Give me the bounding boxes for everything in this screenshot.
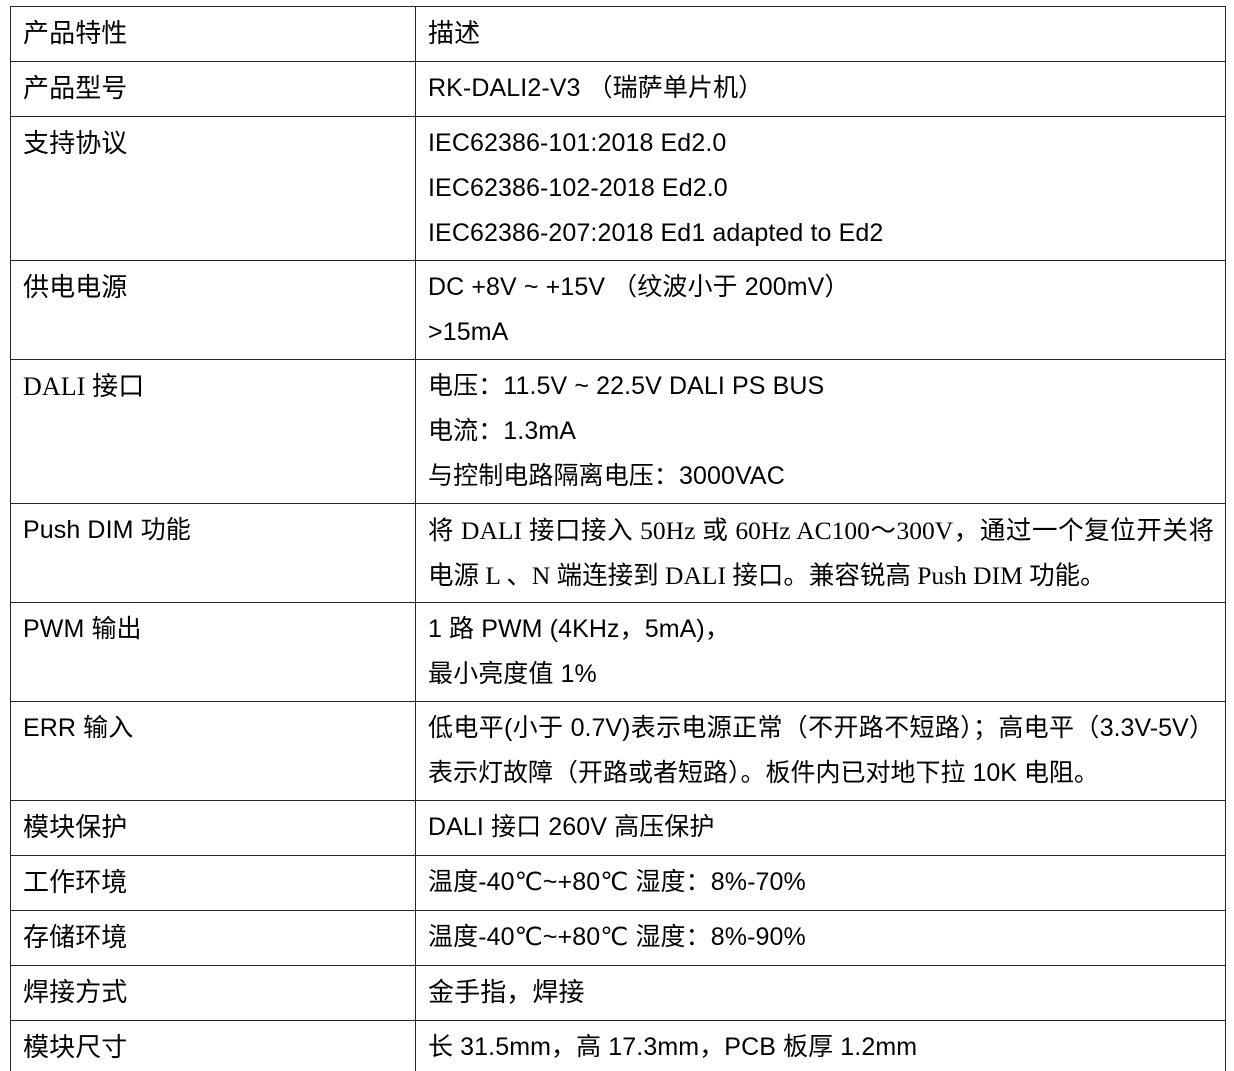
feature-label: 模块尺寸 bbox=[23, 1033, 128, 1062]
table-row: DALI 接口 电压：11.5V ~ 22.5V DALI PS BUS 电流：… bbox=[10, 359, 1226, 504]
value-line: IEC62386-207:2018 Ed1 adapted to Ed2 bbox=[428, 219, 884, 247]
header-description-label: 描述 bbox=[428, 19, 481, 48]
feature-label: 存储环境 bbox=[23, 923, 128, 952]
row-label-dali-interface: DALI 接口 bbox=[10, 359, 416, 504]
row-value-err-input: 低电平(小于 0.7V)表示电源正常（不开路不短路）；高电平（3.3V-5V）表… bbox=[415, 701, 1226, 801]
table-row: 焊接方式 金手指，焊接 bbox=[10, 965, 1226, 1021]
value-line: 温度-40℃~+80℃ 湿度：8%-70% bbox=[428, 868, 806, 896]
value-line: IEC62386-101:2018 Ed2.0 bbox=[428, 129, 727, 157]
table-row: 存储环境 温度-40℃~+80℃ 湿度：8%-90% bbox=[10, 910, 1226, 966]
row-label-power-supply: 供电电源 bbox=[10, 260, 416, 360]
row-label-module-protection: 模块保护 bbox=[10, 800, 416, 856]
feature-label: DALI 接口 bbox=[23, 372, 145, 401]
row-value-operating-environment: 温度-40℃~+80℃ 湿度：8%-70% bbox=[415, 855, 1226, 911]
row-label-supported-protocols: 支持协议 bbox=[10, 116, 416, 261]
table-row: Push DIM 功能 将 DALI 接口接入 50Hz 或 60Hz AC10… bbox=[10, 503, 1226, 603]
table-row: 模块保护 DALI 接口 260V 高压保护 bbox=[10, 800, 1226, 856]
row-value-dali-interface: 电压：11.5V ~ 22.5V DALI PS BUS 电流：1.3mA 与控… bbox=[415, 359, 1226, 504]
row-label-pwm-output: PWM 输出 bbox=[10, 602, 416, 702]
row-value-pwm-output: 1 路 PWM (4KHz，5mA)， 最小亮度值 1% bbox=[415, 602, 1226, 702]
feature-label: PWM 输出 bbox=[23, 615, 142, 643]
value-line: DC +8V ~ +15V （纹波小于 200mV） bbox=[428, 273, 850, 301]
value-line: IEC62386-102-2018 Ed2.0 bbox=[428, 174, 728, 202]
header-cell-description: 描述 bbox=[415, 6, 1226, 62]
value-line: 最小亮度值 1% bbox=[428, 660, 597, 688]
table-row: 支持协议 IEC62386-101:2018 Ed2.0 IEC62386-10… bbox=[10, 116, 1226, 261]
row-label-module-dimensions: 模块尺寸 bbox=[10, 1020, 416, 1071]
row-label-soldering-method: 焊接方式 bbox=[10, 965, 416, 1021]
row-value-module-protection: DALI 接口 260V 高压保护 bbox=[415, 800, 1226, 856]
table-row: ERR 输入 低电平(小于 0.7V)表示电源正常（不开路不短路）；高电平（3.… bbox=[10, 701, 1226, 801]
table-row: 模块尺寸 长 31.5mm，高 17.3mm，PCB 板厚 1.2mm bbox=[10, 1020, 1226, 1071]
row-label-err-input: ERR 输入 bbox=[10, 701, 416, 801]
feature-label: Push DIM 功能 bbox=[23, 516, 191, 544]
value-line: DALI 接口 260V 高压保护 bbox=[428, 813, 715, 841]
feature-label: 焊接方式 bbox=[23, 978, 128, 1007]
value-line: 电流：1.3mA bbox=[428, 417, 577, 445]
row-value-push-dim: 将 DALI 接口接入 50Hz 或 60Hz AC100～300V，通过一个复… bbox=[415, 503, 1226, 603]
value-paragraph: 将 DALI 接口接入 50Hz 或 60Hz AC100～300V，通过一个复… bbox=[428, 516, 1214, 590]
row-label-storage-environment: 存储环境 bbox=[10, 910, 416, 966]
value-line: 电压：11.5V ~ 22.5V DALI PS BUS bbox=[428, 372, 825, 400]
feature-label: 工作环境 bbox=[23, 868, 128, 897]
specification-table: 产品特性 描述 产品型号 RK-DALI2-V3 （瑞萨单片机） 支持协议 bbox=[10, 6, 1226, 1071]
table-row: PWM 输出 1 路 PWM (4KHz，5mA)， 最小亮度值 1% bbox=[10, 602, 1226, 702]
header-cell-feature: 产品特性 bbox=[10, 6, 416, 62]
row-value-supported-protocols: IEC62386-101:2018 Ed2.0 IEC62386-102-201… bbox=[415, 116, 1226, 261]
feature-label: 供电电源 bbox=[23, 273, 128, 302]
row-value-module-dimensions: 长 31.5mm，高 17.3mm，PCB 板厚 1.2mm bbox=[415, 1020, 1226, 1071]
value-line: 与控制电路隔离电压：3000VAC bbox=[428, 462, 785, 490]
value-line: 金手指，焊接 bbox=[428, 978, 585, 1007]
feature-label: 产品型号 bbox=[23, 74, 128, 103]
feature-label: 支持协议 bbox=[23, 129, 128, 158]
value-paragraph: 低电平(小于 0.7V)表示电源正常（不开路不短路）；高电平（3.3V-5V）表… bbox=[428, 714, 1214, 787]
table-row: 产品型号 RK-DALI2-V3 （瑞萨单片机） bbox=[10, 61, 1226, 117]
table-row: 工作环境 温度-40℃~+80℃ 湿度：8%-70% bbox=[10, 855, 1226, 911]
table-body: 产品特性 描述 产品型号 RK-DALI2-V3 （瑞萨单片机） 支持协议 bbox=[10, 6, 1226, 1071]
row-label-operating-environment: 工作环境 bbox=[10, 855, 416, 911]
row-value-product-model: RK-DALI2-V3 （瑞萨单片机） bbox=[415, 61, 1226, 117]
feature-label: ERR 输入 bbox=[23, 714, 134, 742]
row-value-power-supply: DC +8V ~ +15V （纹波小于 200mV） >15mA bbox=[415, 260, 1226, 360]
row-value-soldering-method: 金手指，焊接 bbox=[415, 965, 1226, 1021]
value-line: 长 31.5mm，高 17.3mm，PCB 板厚 1.2mm bbox=[428, 1033, 918, 1061]
table-header-row: 产品特性 描述 bbox=[10, 6, 1226, 62]
row-label-push-dim: Push DIM 功能 bbox=[10, 503, 416, 603]
feature-label: 模块保护 bbox=[23, 813, 128, 842]
value-line: RK-DALI2-V3 （瑞萨单片机） bbox=[428, 74, 764, 102]
row-value-storage-environment: 温度-40℃~+80℃ 湿度：8%-90% bbox=[415, 910, 1226, 966]
row-label-product-model: 产品型号 bbox=[10, 61, 416, 117]
header-feature-label: 产品特性 bbox=[23, 19, 128, 48]
value-line: 1 路 PWM (4KHz，5mA)， bbox=[428, 615, 730, 643]
value-line: 温度-40℃~+80℃ 湿度：8%-90% bbox=[428, 923, 806, 951]
value-line: >15mA bbox=[428, 318, 509, 346]
table-row: 供电电源 DC +8V ~ +15V （纹波小于 200mV） >15mA bbox=[10, 260, 1226, 360]
